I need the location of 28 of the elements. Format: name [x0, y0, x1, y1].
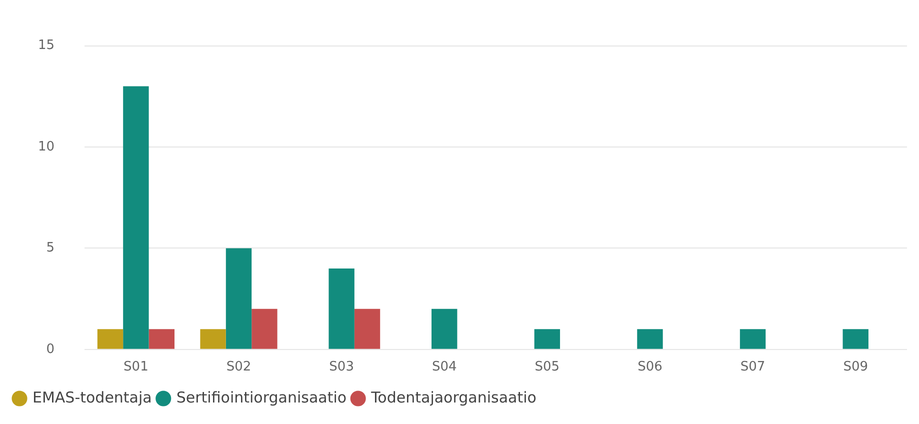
bar — [123, 86, 149, 349]
bar — [534, 329, 560, 349]
bar — [354, 308, 380, 349]
x-tick-label: S07 — [740, 360, 766, 375]
x-tick-label: S06 — [638, 360, 662, 375]
bar — [200, 329, 226, 349]
bar — [97, 329, 124, 349]
x-tick-label: S03 — [329, 360, 354, 375]
legend-label: EMAS-todentaja — [32, 388, 152, 406]
bar — [328, 268, 354, 349]
x-tick-label: S05 — [534, 360, 560, 375]
bar — [637, 329, 663, 349]
x-tick-label: S01 — [124, 360, 148, 375]
y-tick-label: 15 — [38, 38, 55, 54]
bar — [740, 329, 766, 349]
x-tick-label: S04 — [432, 360, 457, 375]
legend-label: Sertifiointiorganisaatio — [176, 388, 347, 406]
bar — [148, 329, 174, 349]
y-tick-label: 5 — [46, 240, 55, 256]
y-tick-label: 0 — [46, 342, 55, 357]
bar — [432, 308, 458, 349]
bar — [842, 329, 868, 349]
bar — [252, 308, 278, 349]
y-tick-label: 10 — [38, 139, 55, 154]
x-tick-label: S02 — [226, 360, 252, 375]
x-tick-label: S09 — [843, 360, 868, 375]
bar — [226, 248, 252, 349]
legend-label: Todentajaorganisaatio — [370, 388, 536, 406]
